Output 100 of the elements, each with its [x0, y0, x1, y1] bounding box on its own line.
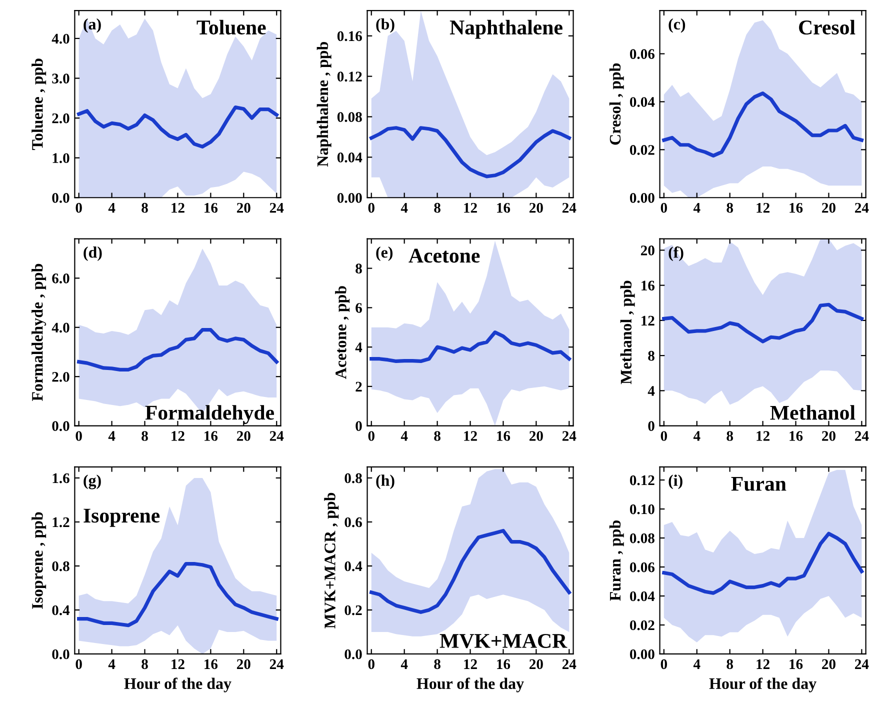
- line-series: [370, 330, 571, 364]
- y-tick-label: 0.0: [52, 192, 70, 203]
- text: Formaldehyde: [145, 405, 274, 424]
- y-tick-label: 0.00: [337, 192, 362, 203]
- y-tick-label: 0.8: [52, 561, 70, 572]
- annotation: (a): [84, 18, 101, 33]
- y-tick-label: 16: [642, 280, 655, 291]
- x-tick-label: 4: [108, 659, 116, 669]
- x-tick-label: 24: [270, 202, 284, 213]
- y-tick-label: 0.0: [344, 649, 362, 660]
- x-tick-label: 0: [76, 431, 82, 441]
- annotation: (c): [668, 18, 686, 33]
- x-tick-label: 12: [172, 202, 184, 213]
- x-tick-label: 24: [562, 202, 576, 213]
- x-tick-label: 4: [400, 659, 408, 669]
- x-tick-label: 4: [400, 431, 408, 441]
- x-tick-label: 8: [434, 659, 440, 670]
- x-tick-label: 20: [530, 431, 543, 441]
- x-tick-label: 4: [693, 659, 700, 669]
- x-tick-label: 4: [693, 203, 700, 213]
- y-axis-title: Acetone , ppb: [335, 286, 350, 379]
- x-tick-label: 20: [236, 659, 250, 670]
- y-tick-label: 2.0: [52, 372, 70, 382]
- y-axis-title: Toluene , ppb: [32, 58, 46, 150]
- line-series: [662, 302, 864, 344]
- y-tick-label: 1.0: [52, 153, 70, 164]
- x-tick-label: 0: [368, 431, 374, 441]
- y-tick-label: 6: [356, 303, 362, 313]
- x-tick-label: 20: [530, 202, 543, 213]
- x-tick-label: 20: [822, 202, 836, 213]
- chart-title: Naphthalene: [450, 20, 562, 39]
- x-tick-label: 8: [726, 202, 734, 213]
- y-tick-label: 0.16: [337, 31, 362, 42]
- y-tick-label: 0.02: [630, 145, 654, 155]
- x-axis-title: Hour of the day: [709, 678, 816, 692]
- x-tick-label: 12: [464, 202, 477, 213]
- x-tick-label: 0: [76, 659, 82, 670]
- x-tick-label: 24: [562, 431, 576, 441]
- x-axis-title: Hour of the day: [124, 678, 232, 692]
- chart-title: Acetone: [408, 248, 480, 263]
- y-tick-label: 8: [356, 264, 362, 274]
- y-tick-label: 0.04: [630, 97, 655, 107]
- annotation: (d): [84, 246, 102, 261]
- y-tick-label: 2: [356, 382, 362, 392]
- x-tick-label: 4: [108, 203, 116, 213]
- y-tick-label: 3.0: [52, 74, 70, 84]
- x-tick-label: 16: [790, 431, 803, 441]
- line-series: [662, 532, 864, 595]
- x-tick-label: 24: [562, 659, 576, 669]
- x-tick-label: 4: [108, 431, 116, 441]
- x-tick-label: 0: [660, 431, 668, 441]
- annotation: (f): [668, 246, 684, 262]
- y-tick-label: 0: [356, 421, 362, 432]
- y-tick-label: 0.06: [630, 562, 655, 572]
- y-tick-label: 0.4: [344, 561, 362, 572]
- x-tick-label: 16: [204, 202, 218, 213]
- x-tick-label: 8: [142, 202, 148, 213]
- x-tick-label: 8: [726, 431, 734, 441]
- x-tick-label: 8: [434, 431, 440, 441]
- line-series: [77, 105, 278, 148]
- y-axis-title: Naphthalene , ppb: [316, 42, 332, 167]
- x-tick-label: 0: [660, 202, 668, 213]
- annotation: (g): [84, 474, 101, 490]
- x-tick-label: 4: [693, 431, 700, 441]
- chart-title: Toluene: [196, 20, 266, 35]
- y-tick-label: 12: [642, 316, 654, 326]
- y-tick-label: 0.2: [344, 605, 362, 616]
- y-tick-label: 0.10: [630, 504, 654, 514]
- line-series: [370, 126, 571, 178]
- y-tick-label: 0.12: [630, 475, 654, 486]
- y-tick-label: 0.6: [344, 517, 362, 528]
- y-tick-label: 1.2: [52, 517, 70, 528]
- y-tick-label: 0.0: [52, 421, 70, 432]
- y-tick-label: 0.12: [337, 72, 362, 82]
- x-tick-label: 20: [236, 431, 250, 441]
- y-tick-label: 0: [648, 421, 654, 432]
- y-tick-label: 4.0: [52, 34, 70, 44]
- y-tick-label: 0.06: [630, 49, 655, 60]
- y-tick-label: 0.08: [630, 533, 654, 544]
- x-tick-label: 12: [464, 659, 477, 669]
- x-tick-label: 12: [172, 659, 184, 669]
- x-tick-label: 24: [270, 659, 284, 669]
- y-axis-title: MVK+MACR , ppb: [324, 492, 339, 628]
- y-tick-label: 8: [648, 350, 654, 361]
- x-tick-label: 24: [855, 431, 869, 441]
- x-tick-label: 20: [530, 659, 543, 670]
- y-tick-label: 4: [648, 386, 655, 396]
- x-tick-label: 16: [204, 659, 218, 670]
- x-tick-label: 24: [270, 431, 284, 441]
- x-tick-label: 16: [497, 659, 510, 670]
- y-tick-label: 4: [355, 342, 362, 352]
- y-tick-label: 0.00: [630, 649, 654, 660]
- x-tick-label: 12: [464, 431, 477, 441]
- text: Isoprene: [84, 508, 160, 527]
- x-tick-label: 12: [756, 431, 770, 441]
- y-axis-title: Isoprene , ppb: [32, 512, 46, 609]
- x-tick-label: 24: [855, 202, 869, 213]
- x-tick-label: 8: [726, 659, 734, 670]
- x-tick-label: 12: [756, 202, 770, 213]
- y-tick-label: 0.00: [630, 192, 654, 203]
